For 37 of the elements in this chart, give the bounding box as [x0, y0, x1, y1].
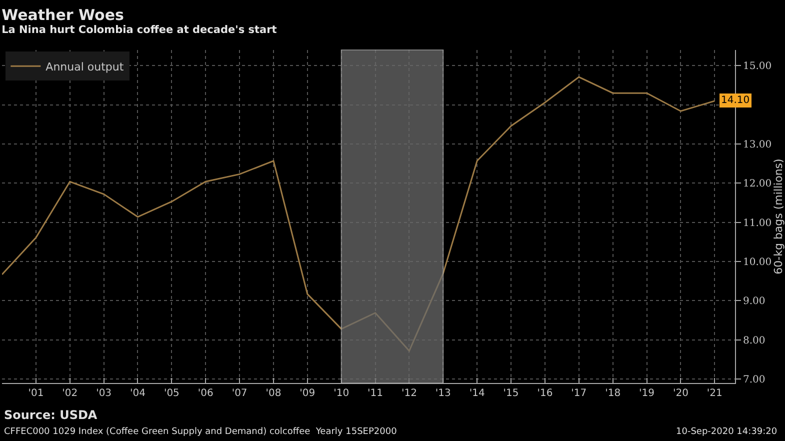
y-tick-label: 11.00	[743, 218, 772, 229]
y-axis-title: 60-kg bags (millions)	[772, 158, 785, 274]
x-tick-label: '02	[62, 388, 78, 399]
chart-subtitle: La Nina hurt Colombia coffee at decade's start	[2, 24, 277, 36]
y-tick-label: 13.00	[743, 140, 772, 151]
x-tick-label: '14	[469, 388, 485, 399]
y-tick-label: 12.00	[743, 178, 772, 190]
x-tick-label: '21	[706, 388, 722, 399]
x-tick-label: '08	[266, 388, 282, 399]
x-tick-label: '11	[368, 388, 384, 399]
y-tick-label: 10.00	[743, 257, 772, 268]
x-tick-label: '20	[672, 388, 688, 399]
y-tick-label: 8.00	[743, 335, 766, 346]
x-tick-label: '05	[164, 388, 180, 399]
y-tick-label: 7.00	[743, 374, 766, 386]
x-tick-label: '10	[334, 388, 350, 399]
x-tick-label: '03	[96, 388, 112, 399]
x-tick-label: '01	[28, 388, 44, 399]
data-label: 14.10	[721, 95, 750, 106]
x-tick-label: '06	[198, 388, 214, 399]
x-tick-label: '17	[571, 388, 587, 399]
x-tick-label: '18	[605, 388, 621, 399]
text: 10-Sep-2020 14:39:20	[676, 427, 778, 437]
x-tick-label: '13	[435, 388, 451, 399]
x-tick-label: '15	[503, 388, 519, 399]
y-tick-label: 9.00	[743, 296, 766, 308]
x-tick-label: '04	[130, 388, 146, 399]
x-tick-label: '12	[401, 388, 417, 399]
x-tick-label: '16	[537, 388, 553, 399]
text: CFFEC000 1029 Index (Coffee Green Supply and Demand) colcoffee Yearly 15SEP2000	[4, 427, 398, 437]
chart-title: Weather Woes	[2, 6, 124, 24]
x-tick-label: '07	[232, 388, 248, 399]
x-tick-label: '19	[639, 388, 655, 399]
x-tick-label: '09	[300, 388, 316, 399]
source-note: Source: USDA	[4, 408, 98, 422]
legend-label: Annual output	[46, 60, 124, 74]
y-tick-label: 15.00	[743, 61, 772, 72]
